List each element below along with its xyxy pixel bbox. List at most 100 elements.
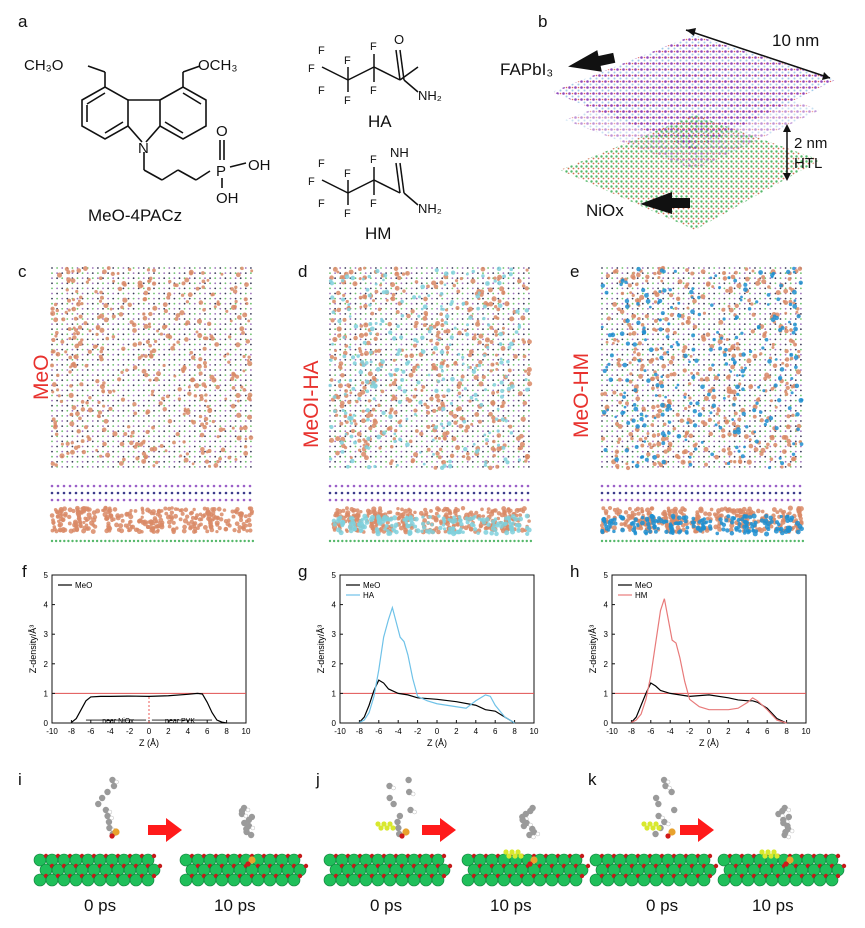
interface-schematic: 10 nm FAPbI₃ 2 nm HTL NiOx: [500, 28, 835, 230]
p-atom: [530, 856, 538, 864]
x-axis-label: Z (Å): [699, 738, 719, 748]
f-atom: [653, 821, 659, 827]
x-tick-label: -8: [68, 727, 76, 736]
x-tick-label: 0: [435, 727, 440, 736]
o-atom: [399, 833, 405, 839]
f-atom: [762, 853, 768, 859]
och3-left-label: CH₃O: [24, 57, 63, 74]
md-panel-meo-hm: [599, 265, 805, 543]
c-atom: [652, 794, 660, 802]
x-tick-label: 10: [530, 727, 539, 736]
f-atom: [506, 853, 512, 859]
y-tick-label: 4: [44, 601, 49, 610]
o-atom: [151, 873, 157, 879]
niox-label: NiOx: [586, 201, 624, 220]
h-atom: [410, 791, 416, 797]
x-tick-label: 10: [242, 727, 251, 736]
f-atom: [656, 825, 662, 831]
h-atom: [786, 807, 791, 813]
x-tick-label: 6: [205, 727, 210, 736]
transition-arrow: [148, 818, 182, 842]
x-tick-label: -2: [414, 727, 422, 736]
series-line-meo: [630, 682, 787, 724]
o-atom: [441, 853, 447, 859]
legend-label: HM: [635, 591, 648, 600]
p-atom: [786, 856, 794, 864]
o-atom: [109, 833, 115, 839]
f-atom: [765, 849, 771, 855]
hm-f-1: F: [308, 176, 315, 188]
x-tick-label: 4: [474, 727, 479, 736]
y-axis-label: Z-density/Å³: [588, 625, 598, 674]
ha-f-1: F: [308, 63, 315, 75]
time-label-j1: 10 ps: [490, 896, 532, 915]
hm-f-3: F: [344, 208, 351, 220]
panel-label-e: e: [570, 262, 580, 281]
f-atom: [768, 853, 774, 859]
y-tick-label: 5: [332, 571, 337, 580]
hm-f-5: F: [370, 198, 377, 210]
annotation-right: near PVK: [165, 718, 195, 725]
x-tick-label: -4: [667, 727, 675, 736]
p-atom: [248, 856, 256, 864]
gap-label: 2 nm: [794, 135, 827, 152]
time-label-j0: 0 ps: [370, 896, 403, 915]
h-atom: [786, 834, 791, 840]
nitrogen-label: N: [138, 140, 149, 157]
c-atom: [655, 800, 662, 808]
o-atom: [157, 863, 163, 869]
x-tick-label: 2: [726, 727, 731, 736]
c-atom: [110, 782, 118, 790]
h-atom: [412, 809, 417, 815]
ha-nh2: NH₂: [418, 88, 442, 103]
h-atom: [243, 813, 249, 819]
x-tick-label: 2: [166, 727, 171, 736]
c-atom: [243, 828, 250, 836]
c-atom: [390, 800, 397, 808]
c-atom: [655, 812, 662, 820]
y-tick-label: 2: [604, 660, 609, 669]
ni-atom: [569, 873, 583, 887]
x-tick-label: 8: [784, 727, 789, 736]
y-axis-label: Z-density/Å³: [316, 625, 326, 674]
y-tick-label: 3: [44, 630, 49, 639]
h-atom: [109, 815, 114, 821]
adsorption-panel-j: [323, 776, 591, 887]
c-atom: [775, 810, 782, 818]
x-tick-label: 4: [746, 727, 751, 736]
c-atom: [520, 822, 528, 830]
h-atom: [245, 807, 251, 813]
o-atom: [707, 873, 713, 879]
o-atom: [245, 861, 251, 867]
c-atom: [405, 788, 413, 796]
x-tick-label: 0: [707, 727, 712, 736]
series-line-hm: [631, 598, 787, 724]
x-tick-label: 8: [224, 727, 229, 736]
f-atom: [647, 821, 653, 827]
x-tick-label: -10: [46, 727, 58, 736]
c-atom: [106, 824, 113, 832]
ha-f-7: F: [318, 85, 325, 97]
x-tick-label: -4: [107, 727, 115, 736]
y-tick-label: 4: [332, 601, 337, 610]
ha-f-5: F: [370, 85, 377, 97]
hm-f-4: F: [370, 154, 377, 166]
c-atom: [247, 831, 255, 839]
ni-atom: [431, 873, 445, 887]
h-atom: [666, 821, 671, 827]
f-atom: [644, 825, 650, 831]
ha-f-3: F: [344, 95, 351, 107]
p-atom: [112, 828, 120, 836]
oh-label-1: OH: [248, 157, 271, 174]
y-tick-label: 0: [332, 719, 337, 728]
legend-label: MeO: [75, 581, 92, 590]
c-atom: [785, 813, 792, 821]
adsorption-panel-i: [33, 776, 309, 887]
y-tick-label: 4: [604, 601, 609, 610]
c-atom: [394, 818, 401, 826]
panel-label-f: f: [22, 562, 27, 581]
time-label-k1: 10 ps: [752, 896, 794, 915]
ha-f-6: F: [318, 45, 325, 57]
